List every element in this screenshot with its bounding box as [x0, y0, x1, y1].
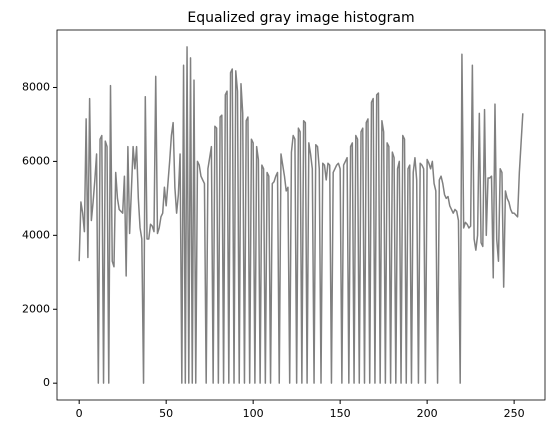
y-tick-label: 8000 [22, 80, 50, 93]
y-tick-label: 4000 [22, 228, 50, 241]
x-tick-label: 50 [159, 407, 173, 420]
x-tick-label: 100 [243, 407, 264, 420]
axes-frame [56, 29, 546, 401]
data-line [78, 46, 524, 384]
y-tick-label: 6000 [22, 154, 50, 167]
y-tick-label: 0 [43, 376, 50, 389]
y-tick-label: 2000 [22, 302, 50, 315]
x-tick-label: 0 [76, 407, 83, 420]
x-tick-label: 250 [504, 407, 525, 420]
chart-title: Equalized gray image histogram [187, 10, 414, 26]
x-tick-label: 200 [417, 407, 438, 420]
x-tick-label: 150 [330, 407, 351, 420]
